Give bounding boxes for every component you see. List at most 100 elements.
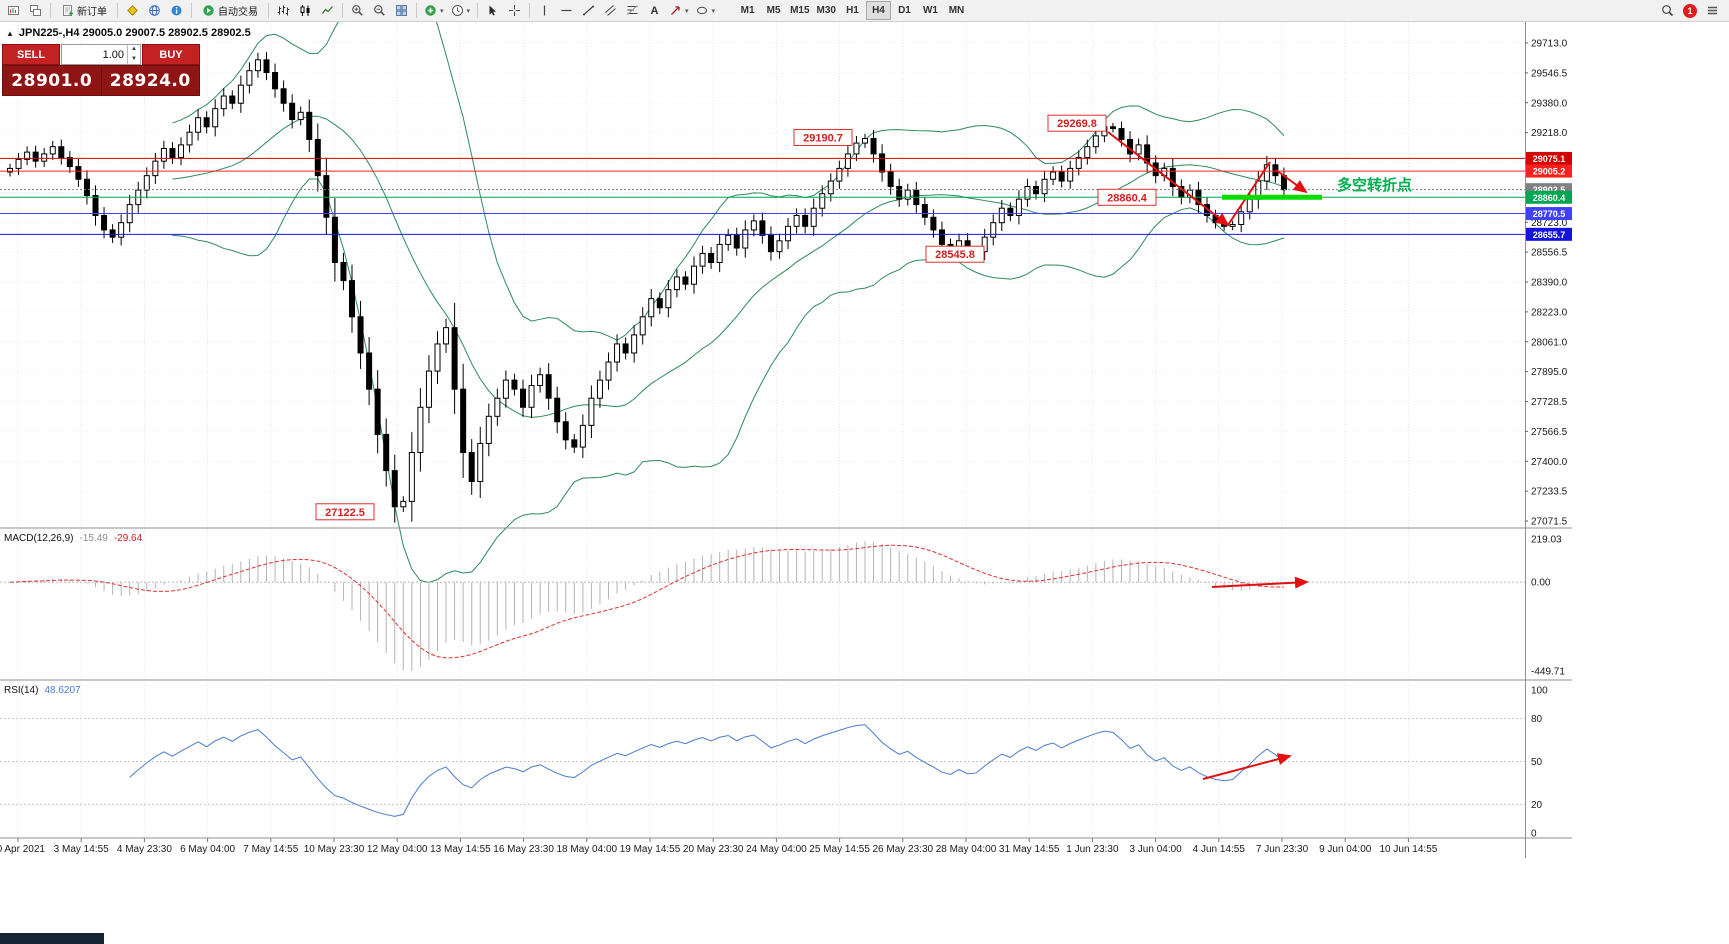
timeframe-w1-button[interactable]: W1 xyxy=(918,1,943,20)
channel-icon xyxy=(605,5,616,16)
timeframe-m30-button[interactable]: M30 xyxy=(814,1,839,20)
search-button[interactable] xyxy=(1657,1,1678,20)
buy-button[interactable]: BUY xyxy=(142,44,200,65)
cursor-icon xyxy=(489,5,497,16)
crosshair-icon xyxy=(509,5,521,16)
svg-text:29075.1: 29075.1 xyxy=(1533,154,1566,164)
menu-button[interactable] xyxy=(1702,1,1723,20)
volume-decrease-button[interactable]: ▼ xyxy=(131,55,137,62)
timeframe-m5-button[interactable]: M5 xyxy=(761,1,786,20)
trendline-tool-button[interactable] xyxy=(578,1,599,20)
svg-text:25 May 14:55: 25 May 14:55 xyxy=(809,844,870,855)
text-tool-button[interactable]: A xyxy=(644,1,665,20)
help-button[interactable] xyxy=(166,1,187,20)
zoom-out-button[interactable] xyxy=(369,1,390,20)
line-chart-mode-button[interactable] xyxy=(317,1,338,20)
svg-text:10 Jun 14:55: 10 Jun 14:55 xyxy=(1379,844,1437,855)
volume-increase-button[interactable]: ▲ xyxy=(131,46,137,52)
channel-tool-button[interactable] xyxy=(600,1,621,20)
buy-price[interactable]: 28924.0 xyxy=(109,70,191,91)
svg-text:18 May 04:00: 18 May 04:00 xyxy=(556,844,617,855)
hamburger-menu-icon xyxy=(1708,6,1717,15)
toolbar-separator xyxy=(117,3,118,18)
svg-text:1 Jun 23:30: 1 Jun 23:30 xyxy=(1066,844,1119,855)
horizontal-line-tool-button[interactable] xyxy=(556,1,577,20)
svg-text:100: 100 xyxy=(1531,686,1548,697)
new-order-button[interactable]: 新订单 xyxy=(55,1,113,20)
toolbar-separator xyxy=(416,3,417,18)
windows-icon xyxy=(30,5,41,16)
svg-text:28860.4: 28860.4 xyxy=(1107,192,1148,204)
timeframe-h1-button[interactable]: H1 xyxy=(840,1,865,20)
shapes-tool-button[interactable]: ▾ xyxy=(693,1,719,20)
svg-text:20 May 23:30: 20 May 23:30 xyxy=(683,844,744,855)
svg-text:4 Jun 14:55: 4 Jun 14:55 xyxy=(1193,844,1246,855)
svg-text:-449.71: -449.71 xyxy=(1531,667,1565,678)
timeframe-d1-button[interactable]: D1 xyxy=(892,1,917,20)
chart-area[interactable]: 29713.029546.529380.029218.029046.528880… xyxy=(0,22,1572,862)
bar-chart-mode-button[interactable] xyxy=(273,1,294,20)
svg-text:27400.0: 27400.0 xyxy=(1531,457,1568,468)
svg-text:28770.5: 28770.5 xyxy=(1533,209,1566,219)
macd-panel: 219.03 0.00 -449.71 xyxy=(0,535,1565,678)
arrow-tool-icon xyxy=(671,6,680,15)
svg-text:29005.2: 29005.2 xyxy=(1533,167,1566,177)
line-chart-icon xyxy=(321,6,333,14)
svg-text:28556.5: 28556.5 xyxy=(1531,248,1568,259)
svg-text:10 May 23:30: 10 May 23:30 xyxy=(304,844,365,855)
mql5-community-button[interactable] xyxy=(122,1,143,20)
timeframe-mn-button[interactable]: MN xyxy=(944,1,969,20)
macd-signal-value: -29.64 xyxy=(113,533,143,544)
svg-text:12 May 04:00: 12 May 04:00 xyxy=(367,844,428,855)
volume-spin-buttons: ▲ ▼ xyxy=(127,45,140,64)
svg-text:29190.7: 29190.7 xyxy=(803,133,843,145)
arrow-tool-button[interactable]: ▾ xyxy=(666,1,692,20)
svg-text:31 May 14:55: 31 May 14:55 xyxy=(999,844,1060,855)
timeframe-m1-button[interactable]: M1 xyxy=(735,1,760,20)
svg-text:29218.0: 29218.0 xyxy=(1531,128,1568,139)
sell-price[interactable]: 28901.0 xyxy=(3,66,102,95)
cursor-tool-button[interactable] xyxy=(482,1,503,20)
svg-text:28390.0: 28390.0 xyxy=(1531,278,1568,289)
candlestick-mode-button[interactable] xyxy=(295,1,316,20)
info-icon xyxy=(171,5,182,16)
timeframe-h4-button[interactable]: H4 xyxy=(865,1,891,20)
trendline-icon xyxy=(583,5,595,16)
vertical-line-tool-button[interactable] xyxy=(534,1,555,20)
svg-text:219.03: 219.03 xyxy=(1531,535,1562,546)
svg-text:30 Apr 2021: 30 Apr 2021 xyxy=(0,844,45,855)
periods-button[interactable]: ▾ xyxy=(448,1,474,20)
sell-button[interactable]: SELL xyxy=(2,44,60,65)
svg-text:29269.8: 29269.8 xyxy=(1057,118,1097,130)
volume-stepper[interactable]: 1.00 ▲ ▼ xyxy=(61,44,141,65)
chart-window-icon xyxy=(8,6,19,15)
rsi-title: RSI(14) 48.6207 xyxy=(4,685,81,696)
svg-text:28860.4: 28860.4 xyxy=(1533,193,1566,203)
svg-text:27233.5: 27233.5 xyxy=(1531,487,1568,498)
chevron-down-icon: ▾ xyxy=(711,7,716,15)
auto-trading-button[interactable]: 自动交易 xyxy=(196,1,264,20)
svg-text:28223.0: 28223.0 xyxy=(1531,307,1568,318)
chevron-down-icon: ▾ xyxy=(466,7,471,15)
svg-text:28902.5: 28902.5 xyxy=(1533,185,1566,195)
notification-badge[interactable]: 1 xyxy=(1683,3,1697,18)
indicators-button[interactable]: ▾ xyxy=(421,1,447,20)
svg-text:3 Jun 04:00: 3 Jun 04:00 xyxy=(1129,844,1182,855)
chart-window-button[interactable] xyxy=(3,1,24,20)
svg-text:29380.0: 29380.0 xyxy=(1531,98,1568,109)
zoom-in-button[interactable] xyxy=(347,1,368,20)
toolbar-separator xyxy=(529,3,531,18)
svg-text:7 Jun 23:30: 7 Jun 23:30 xyxy=(1256,844,1309,855)
volume-value[interactable]: 1.00 xyxy=(102,48,124,61)
svg-text:3 May 14:55: 3 May 14:55 xyxy=(54,844,109,855)
axes: 29713.029546.529380.029218.029046.528880… xyxy=(0,22,1572,858)
tile-windows-grid-button[interactable] xyxy=(391,1,412,20)
web-terminal-button[interactable] xyxy=(144,1,165,20)
svg-text:多空转折点: 多空转折点 xyxy=(1337,176,1412,194)
symbol-ohlc-header: ▲ JPN225-,H4 29005.0 29007.5 28902.5 289… xyxy=(6,27,251,39)
window-layout-button[interactable] xyxy=(25,1,46,20)
timeframe-m15-button[interactable]: M15 xyxy=(787,1,812,20)
fibonacci-tool-button[interactable] xyxy=(622,1,643,20)
svg-text:80: 80 xyxy=(1531,714,1543,725)
crosshair-tool-button[interactable] xyxy=(504,1,525,20)
